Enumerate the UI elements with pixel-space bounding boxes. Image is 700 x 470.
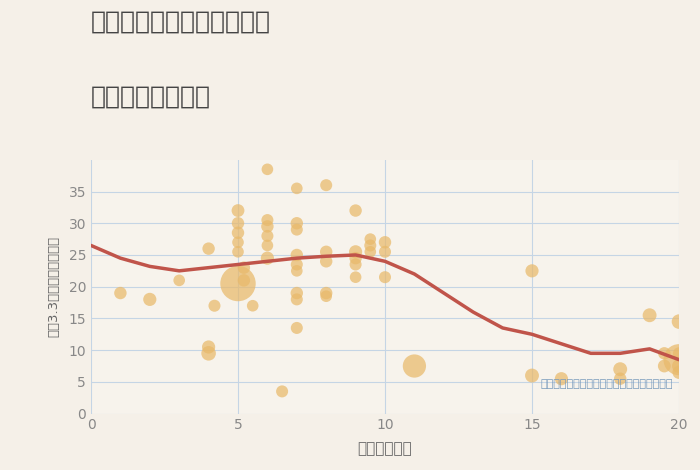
Point <box>365 242 376 249</box>
Point <box>526 267 538 274</box>
Point <box>673 362 685 370</box>
Point <box>556 375 567 383</box>
X-axis label: 駅距離（分）: 駅距離（分） <box>358 441 412 456</box>
Point <box>321 290 332 297</box>
Point <box>291 324 302 332</box>
Text: 奈良県磯城郡川西町結崎の: 奈良県磯城郡川西町結崎の <box>91 9 271 33</box>
Point <box>615 366 626 373</box>
Point <box>291 226 302 233</box>
Point <box>321 181 332 189</box>
Point <box>350 248 361 256</box>
Point <box>203 350 214 357</box>
Point <box>247 302 258 310</box>
Point <box>232 238 244 246</box>
Point <box>291 296 302 303</box>
Point <box>291 290 302 297</box>
Point <box>262 232 273 240</box>
Point <box>321 248 332 256</box>
Point <box>238 276 249 284</box>
Point <box>350 274 361 281</box>
Point <box>291 261 302 268</box>
Point <box>673 350 685 357</box>
Point <box>291 219 302 227</box>
Point <box>232 280 244 287</box>
Point <box>526 372 538 379</box>
Point <box>291 185 302 192</box>
Point <box>379 274 391 281</box>
Point <box>644 312 655 319</box>
Point <box>291 267 302 274</box>
Point <box>238 264 249 271</box>
Point <box>232 248 244 256</box>
Point <box>321 258 332 265</box>
Point <box>291 251 302 258</box>
Point <box>262 216 273 224</box>
Point <box>203 245 214 252</box>
Point <box>232 229 244 236</box>
Point <box>262 254 273 262</box>
Point <box>262 223 273 230</box>
Point <box>409 362 420 370</box>
Point <box>673 368 685 376</box>
Point <box>673 356 685 363</box>
Text: 駅距離別土地価格: 駅距離別土地価格 <box>91 85 211 109</box>
Point <box>115 290 126 297</box>
Point <box>232 219 244 227</box>
Point <box>174 276 185 284</box>
Point <box>659 362 670 370</box>
Y-axis label: 坪（3.3㎡）単価（万円）: 坪（3.3㎡）単価（万円） <box>47 236 60 337</box>
Point <box>321 292 332 300</box>
Point <box>262 165 273 173</box>
Point <box>379 248 391 256</box>
Point <box>276 388 288 395</box>
Point <box>350 254 361 262</box>
Point <box>615 375 626 383</box>
Point <box>365 248 376 256</box>
Point <box>209 302 220 310</box>
Point <box>144 296 155 303</box>
Point <box>262 242 273 249</box>
Point <box>203 343 214 351</box>
Point <box>659 350 670 357</box>
Point <box>365 235 376 243</box>
Point <box>350 207 361 214</box>
Point <box>350 261 361 268</box>
Point <box>673 318 685 325</box>
Point <box>379 238 391 246</box>
Point <box>232 207 244 214</box>
Text: 円の大きさは、取引のあった物件面積を示す: 円の大きさは、取引のあった物件面積を示す <box>541 379 673 389</box>
